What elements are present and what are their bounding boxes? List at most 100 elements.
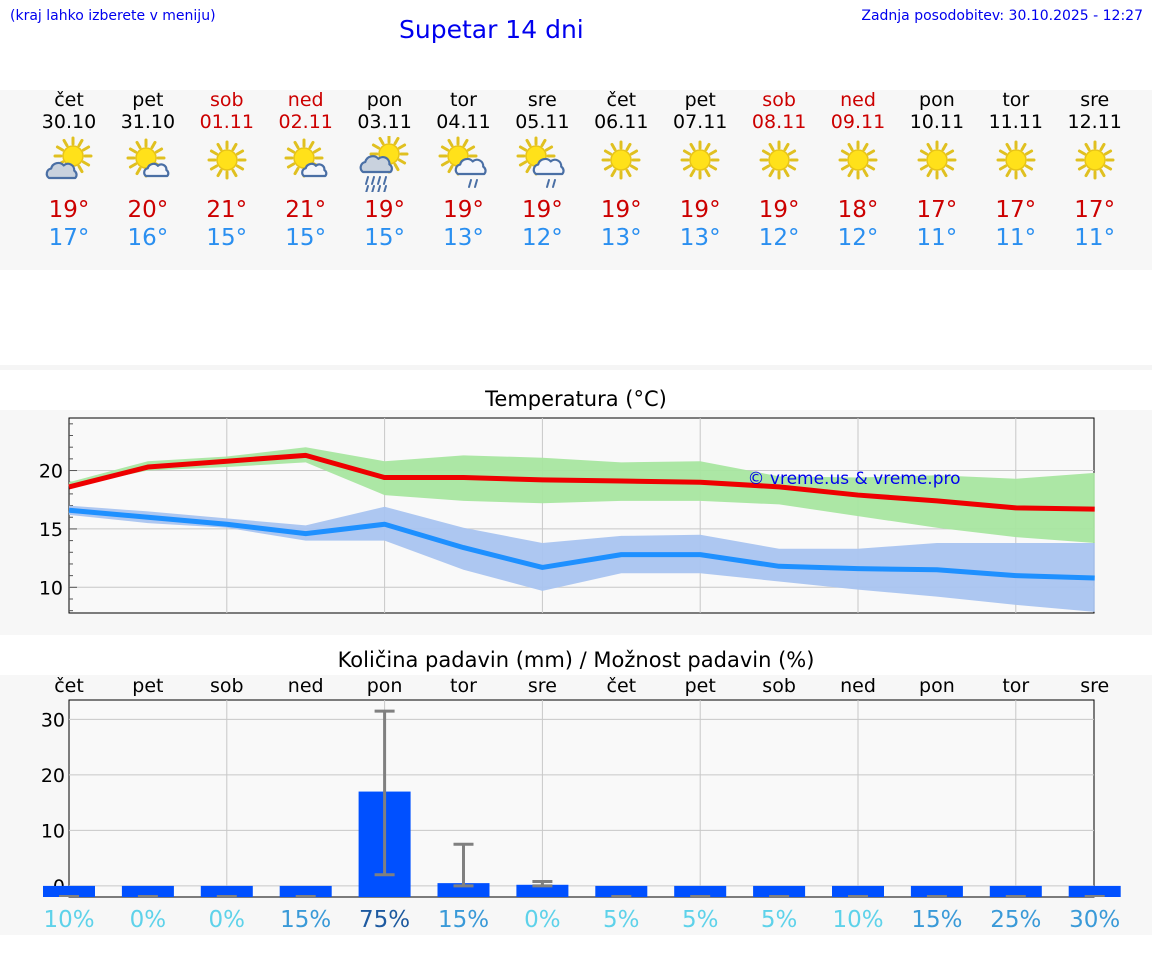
sun-icon	[199, 136, 255, 192]
temperature-chart-title: Temperatura (°C)	[485, 387, 667, 411]
day-name: tor	[450, 89, 477, 111]
day-date: 03.11	[357, 111, 412, 133]
precipitation-bar	[200, 885, 253, 897]
sun-icon	[207, 140, 247, 180]
day-column: ned 09.11 18° 12°	[818, 90, 898, 252]
sun-cloud-rain-icon	[438, 136, 487, 188]
location-hint[interactable]: (kraj lahko izberete v meniju)	[10, 8, 216, 24]
day-date: 08.11	[751, 111, 807, 133]
precipitation-bar	[43, 885, 95, 897]
day-name: tor	[1002, 89, 1030, 111]
temp-max: 17°	[1074, 197, 1116, 223]
day-name: sob	[210, 89, 244, 111]
temp-min: 13°	[679, 225, 721, 251]
temp-max: 19°	[679, 197, 721, 223]
temp-min: 13°	[600, 225, 642, 251]
temp-min: 11°	[1074, 225, 1116, 251]
precipitation-probability-label: 30%	[1069, 907, 1120, 933]
precipitation-probability-label: 5%	[603, 907, 640, 933]
category-label: pet	[685, 675, 716, 697]
day-column: sob 01.11 21° 15°	[187, 90, 267, 252]
daily-forecast-strip: čet 30.10 19° 17° pet 31.10 20° 16° sob 01.11 21° 1…	[0, 90, 1152, 270]
day-column: sob 08.11 19° 12°	[739, 90, 819, 252]
day-date: 11.11	[988, 111, 1043, 133]
category-label: tor	[1002, 675, 1029, 697]
day-column: čet 06.11 19° 13°	[581, 90, 661, 252]
category-label: čet	[607, 675, 637, 697]
day-column: sre 05.11 19° 12°	[502, 90, 582, 252]
day-name: čet	[606, 89, 637, 111]
precipitation-bar	[753, 885, 806, 897]
sun-icon	[672, 136, 728, 192]
day-column: tor 04.11 19° 13°	[424, 90, 504, 252]
sun-cloud-heavy-rain-icon	[357, 136, 413, 192]
watermark: © vreme.us & vreme.pro	[747, 469, 960, 489]
temp-max: 19°	[600, 197, 642, 223]
precipitation-probability-label: 5%	[761, 907, 798, 933]
day-column: čet 30.10 19° 17°	[29, 90, 109, 252]
temp-max: 19°	[522, 197, 563, 223]
day-name: pet	[684, 89, 716, 111]
sun-icon	[1067, 136, 1123, 192]
y-tick-label: 10	[41, 820, 65, 842]
category-label: pon	[367, 675, 403, 697]
precipitation-probability-label: 25%	[990, 907, 1041, 933]
sun-icon	[830, 136, 886, 192]
sun-small-cloud-icon	[284, 138, 328, 178]
max-temperature-range-band	[69, 447, 1095, 543]
day-date: 02.11	[278, 111, 333, 133]
y-tick-label: 20	[41, 765, 65, 787]
max-temperature-line	[68, 452, 1095, 512]
category-label: pet	[132, 675, 163, 697]
sun-icon	[988, 136, 1044, 192]
plot-area	[68, 699, 1095, 898]
sun-small-cloud-icon	[120, 136, 176, 192]
precipitation-bar	[832, 885, 884, 897]
sun-icon	[917, 140, 957, 180]
precipitation-probability-label: 10%	[832, 907, 883, 933]
precipitation-bar	[279, 885, 332, 897]
sun-cloud-heavy-rain-icon	[359, 136, 409, 192]
sun-icon	[996, 140, 1036, 180]
day-date: 01.11	[199, 111, 254, 133]
temp-min: 13°	[443, 225, 484, 251]
day-column: pon 03.11 19° 15°	[345, 90, 425, 252]
precipitation-bar	[516, 884, 569, 897]
separator	[0, 365, 1152, 370]
temp-max: 19°	[48, 197, 90, 223]
y-tick-label: 10	[39, 577, 63, 599]
min-temperature-line	[68, 507, 1095, 581]
precipitation-probability-label: 15%	[438, 907, 489, 933]
sun-cloud-icon	[41, 136, 97, 192]
sun-icon	[759, 140, 799, 180]
precipitation-probability-label: 0%	[524, 907, 561, 933]
temp-max: 17°	[916, 197, 958, 223]
temp-max: 19°	[364, 197, 405, 223]
category-label: sob	[210, 675, 244, 697]
sun-small-cloud-icon	[278, 136, 334, 192]
sun-icon	[1075, 140, 1115, 180]
temp-min: 12°	[837, 225, 879, 251]
precipitation-chart-title: Količina padavin (mm) / Možnost padavin …	[337, 648, 815, 672]
sun-icon	[751, 136, 807, 192]
precipitation-error-bar	[453, 842, 474, 888]
temp-min: 12°	[522, 225, 563, 251]
precipitation-chart: čet pet sob ned pon tor sre čet pet sob ned pon tor s…	[41, 675, 1121, 933]
day-date: 12.11	[1067, 111, 1122, 133]
precipitation-bar	[989, 885, 1042, 897]
temp-min: 12°	[758, 225, 800, 251]
day-column: sre 12.11 17° 11°	[1055, 90, 1135, 252]
precipitation-bar	[910, 885, 963, 897]
sun-icon	[593, 136, 649, 192]
category-label: sre	[1080, 675, 1109, 697]
day-column: pet 31.10 20° 16°	[108, 90, 188, 252]
sun-cloud-rain-icon	[516, 136, 566, 188]
sun-cloud-rain-icon	[514, 136, 570, 192]
precipitation-error-bar	[374, 709, 395, 877]
sun-icon	[909, 136, 965, 192]
precipitation-bar	[121, 885, 174, 897]
temp-max: 18°	[837, 197, 879, 223]
sun-cloud-rain-icon	[436, 136, 492, 192]
temp-min: 15°	[285, 225, 327, 251]
temp-max: 20°	[127, 197, 169, 223]
